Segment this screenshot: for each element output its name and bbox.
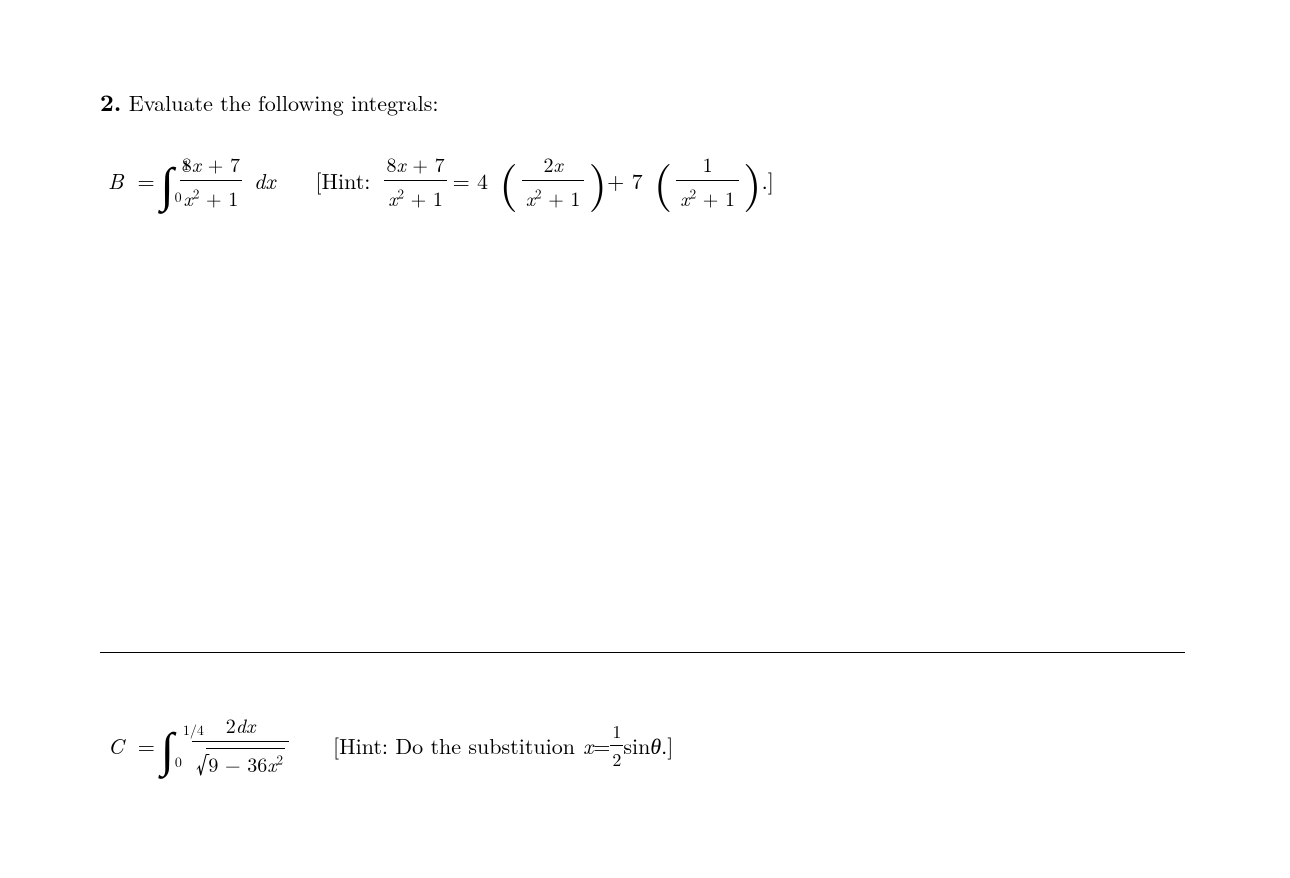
rparen-icon: ) (588, 161, 607, 199)
equals-4: = 4 (453, 165, 488, 196)
hint-c: [Hint: Do the substituion x = 1 2 sin θ … (333, 719, 673, 772)
divider (100, 652, 1185, 653)
hint-eq: = (593, 730, 610, 761)
equals-sign-c: = (138, 730, 155, 761)
frac-den-c: √ 9 − 36x2 (192, 741, 289, 781)
hint-frac-half: 1 2 (610, 719, 623, 772)
var-c: C (108, 730, 124, 761)
hint-frac2: 2x x2 + 1 (522, 149, 585, 212)
hint-var-x: x (583, 730, 593, 761)
hint-b: [Hint: 8x + 7 x2 + 1 = 4 ( 2x x2 + 1 ) +… (315, 149, 773, 212)
equation-b: B = ∫ 1 0 8x + 7 x2 + 1 dx [Hint: 8x + 7… (108, 149, 1190, 212)
integral-b: ∫ 1 0 (161, 157, 174, 205)
problem-number: 2. (100, 85, 121, 119)
lparen-icon: ( (499, 161, 518, 199)
hint-closing-b: .] (762, 165, 774, 196)
hint-sin: sin (623, 730, 650, 761)
problem-instruction: Evaluate the following integrals: (129, 87, 439, 118)
plus-7: + 7 (607, 165, 642, 196)
hint-frac1: 8x + 7 x2 + 1 (382, 149, 448, 212)
frac-den: x2 + 1 (180, 180, 243, 212)
integral-icon: ∫ (161, 722, 174, 770)
int-lower-c: 0 (175, 752, 182, 772)
equation-c: C = ∫ 1/4 0 2dx √ 9 − 36x2 [Hint: Do the… (108, 710, 673, 781)
var-b: B (108, 165, 124, 196)
rparen2-icon: ) (743, 161, 762, 199)
hint-theta: θ (650, 730, 661, 761)
hint-closing-c: .] (661, 730, 673, 761)
hint-label-b: [Hint: (315, 165, 370, 196)
sqrt-icon: √ 9 − 36x2 (196, 744, 285, 781)
integrand-c: 2dx √ 9 − 36x2 (192, 710, 289, 781)
problem-header: 2. Evaluate the following integrals: (100, 85, 1190, 119)
hint-label-c: [Hint: Do the substituion (333, 730, 575, 761)
int-upper-c: 1/4 (183, 720, 204, 740)
integral-c: ∫ 1/4 0 (161, 722, 174, 770)
hint-frac3: 1 x2 + 1 (676, 149, 739, 212)
lparen2-icon: ( (654, 161, 673, 199)
integral-icon: ∫ (161, 157, 174, 205)
frac-num-c: 2dx (222, 710, 260, 741)
dx-b: dx (254, 165, 275, 196)
int-lower-b: 0 (175, 187, 182, 207)
equals-sign: = (138, 165, 155, 196)
int-upper-b: 1 (183, 155, 190, 175)
